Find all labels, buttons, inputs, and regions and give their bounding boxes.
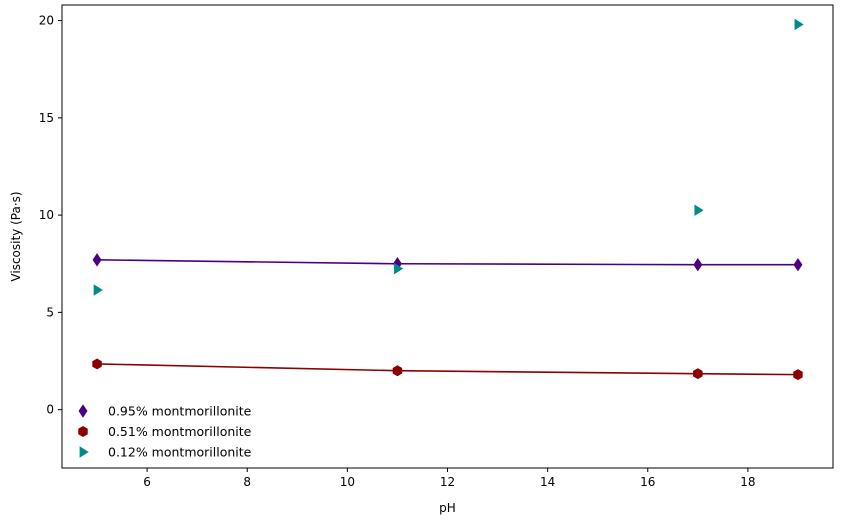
x-tick-label: 14 [540,475,555,489]
y-tick-label: 10 [39,208,54,222]
x-tick-label: 10 [340,475,355,489]
y-tick-label: 0 [46,403,54,417]
y-axis-ticks: 0 5 10 15 20 [39,14,62,417]
x-tick-label: 6 [143,475,151,489]
data-point [394,262,404,275]
y-tick-label: 20 [39,14,54,28]
legend-marker [78,426,88,437]
x-axis-ticks: 6 8 10 12 14 16 18 [143,468,756,489]
x-tick-label: 8 [243,475,251,489]
x-tick-label: 18 [740,475,755,489]
plot-area [62,5,833,468]
x-tick-label: 16 [640,475,655,489]
legend-label: 0.95% montmorillonite [108,404,252,419]
data-point [694,204,704,216]
data-point [392,365,403,377]
x-tick-label: 12 [440,475,455,489]
data-point [92,253,102,267]
data-point [793,257,803,272]
legend-marker [79,446,89,458]
y-tick-label: 5 [46,305,54,319]
x-axis-label: pH [439,501,456,515]
data-point [793,369,803,381]
data-points-layer [92,18,804,381]
y-axis-label: Viscosity (Pa·s) [9,191,23,281]
series-line [97,363,798,376]
fit-lines-layer [97,259,798,376]
data-point [794,18,804,31]
legend-marker [78,404,88,418]
data-point [693,257,703,272]
series-line [97,259,798,266]
data-point [693,368,703,380]
legend: 0.95% montmorillonite 0.51% montmorilloni… [78,404,252,460]
legend-label: 0.51% montmorillonite [108,424,252,439]
y-tick-label: 15 [39,111,54,125]
data-point [93,284,103,296]
legend-label: 0.12% montmorillonite [108,445,252,460]
data-point [92,358,102,370]
